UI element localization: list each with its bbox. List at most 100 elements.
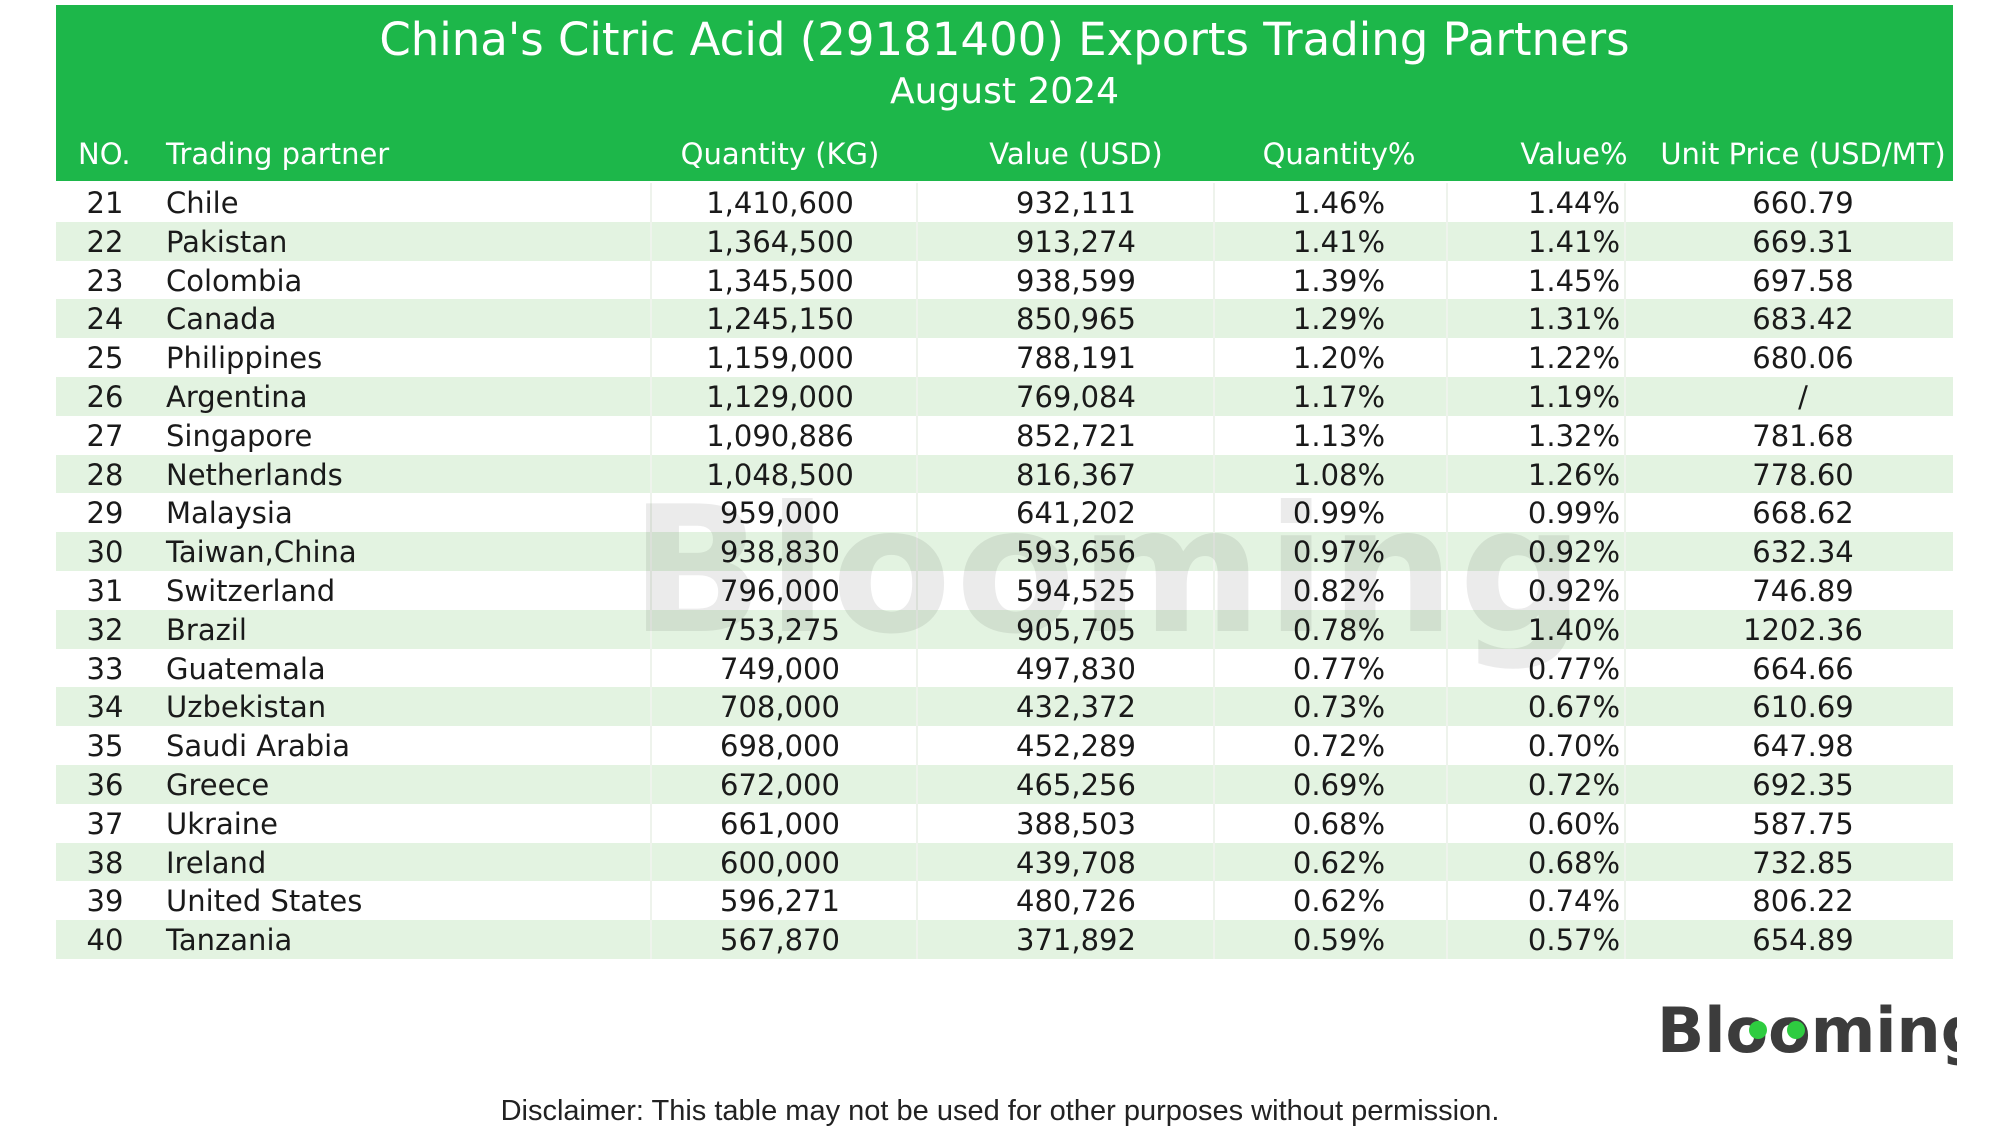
- column-divider: [650, 609, 652, 649]
- column-divider: [1213, 764, 1215, 804]
- cell-quantity: 1,048,500: [706, 457, 854, 492]
- cell-quantity: 1,245,150: [706, 302, 854, 337]
- column-divider: [650, 920, 652, 959]
- table-row: 29 Malaysia 959,000 641,202 0.99% 0.99% 668.62: [56, 493, 1953, 533]
- logo-dot-icon: [1749, 1021, 1767, 1039]
- column-divider: [1446, 570, 1448, 610]
- cell-value: 465,256: [1016, 767, 1136, 802]
- column-divider: [1624, 376, 1626, 416]
- table-row: 24 Canada 1,245,150 850,965 1.29% 1.31% 683.42: [56, 299, 1953, 339]
- cell-no: 35: [86, 729, 124, 764]
- column-header-partner: Trading partner: [166, 137, 390, 171]
- cell-quantity: 1,345,500: [706, 263, 854, 298]
- column-divider: [1213, 376, 1215, 416]
- table-row: 40 Tanzania 567,870 371,892 0.59% 0.57% 654.89: [56, 920, 1953, 959]
- cell-value: 432,372: [1016, 690, 1136, 725]
- column-divider: [1624, 570, 1626, 610]
- cell-no: 30: [86, 535, 124, 570]
- cell-partner: Greece: [166, 767, 270, 802]
- column-header-quantity: Quantity (KG): [680, 137, 880, 171]
- column-divider: [1446, 532, 1448, 571]
- cell-quantity: 1,129,000: [706, 379, 854, 414]
- cell-unit-price: 806.22: [1752, 884, 1854, 919]
- cell-partner: Chile: [166, 186, 239, 220]
- table-row: 30 Taiwan,China 938,830 593,656 0.97% 0.92% 63…: [56, 532, 1953, 571]
- column-divider: [916, 376, 918, 416]
- cell-partner: Uzbekistan: [166, 690, 327, 725]
- cell-partner: Brazil: [166, 612, 247, 647]
- cell-value: 641,202: [1016, 496, 1136, 531]
- cell-partner: Canada: [166, 302, 277, 337]
- table-row: 27 Singapore 1,090,886 852,721 1.13% 1.32% 781…: [56, 415, 1953, 455]
- brand-logo: Blooming: [1657, 990, 1985, 1085]
- cell-unit-price: 778.60: [1752, 457, 1854, 492]
- column-divider: [916, 687, 918, 727]
- table-row: 34 Uzbekistan 708,000 432,372 0.73% 0.67% 610.…: [56, 687, 1953, 727]
- cell-quantity: 698,000: [720, 729, 840, 764]
- column-divider: [650, 842, 652, 882]
- cell-no: 39: [86, 884, 124, 919]
- column-divider: [1213, 648, 1215, 688]
- cell-quantity: 661,000: [720, 806, 840, 841]
- column-divider: [1213, 726, 1215, 765]
- column-divider: [1213, 260, 1215, 300]
- cell-quantity-pct: 1.41%: [1292, 224, 1386, 259]
- cell-value-pct: 0.92%: [1527, 535, 1621, 570]
- column-divider: [1624, 183, 1626, 222]
- table-row: 35 Saudi Arabia 698,000 452,289 0.72% 0.70% 64…: [56, 726, 1953, 765]
- cell-no: 25: [86, 341, 124, 376]
- cell-unit-price: 683.42: [1752, 302, 1854, 337]
- cell-quantity-pct: 0.72%: [1292, 729, 1386, 764]
- table-row: 22 Pakistan 1,364,500 913,274 1.41% 1.41% 669.…: [56, 221, 1953, 261]
- cell-quantity: 796,000: [720, 573, 840, 608]
- column-divider: [1624, 803, 1626, 843]
- cell-unit-price: 781.68: [1752, 418, 1854, 453]
- cell-partner: Philippines: [166, 341, 323, 376]
- column-divider: [916, 299, 918, 339]
- column-header-value-pct: Value%: [1520, 137, 1628, 171]
- column-divider: [1213, 842, 1215, 882]
- column-divider: [916, 609, 918, 649]
- table-row: 21 Chile 1,410,600 932,111 1.46% 1.44% 660.79: [56, 183, 1953, 222]
- column-divider: [916, 221, 918, 261]
- cell-quantity-pct: 1.13%: [1292, 418, 1386, 453]
- table-row: 32 Brazil 753,275 905,705 0.78% 1.40% 1202.36: [56, 609, 1953, 649]
- cell-value-pct: 0.72%: [1527, 767, 1621, 802]
- column-divider: [650, 648, 652, 688]
- column-divider: [1624, 609, 1626, 649]
- cell-quantity-pct: 0.68%: [1292, 806, 1386, 841]
- column-divider: [1213, 803, 1215, 843]
- cell-quantity: 753,275: [720, 612, 840, 647]
- cell-quantity: 938,830: [720, 535, 840, 570]
- cell-no: 23: [86, 263, 124, 298]
- column-divider: [1446, 493, 1448, 533]
- column-divider: [1446, 260, 1448, 300]
- cell-unit-price: 654.89: [1752, 923, 1854, 958]
- column-divider: [1624, 920, 1626, 959]
- column-divider: [650, 532, 652, 571]
- column-divider: [1213, 454, 1215, 494]
- column-divider: [916, 260, 918, 300]
- column-divider: [916, 803, 918, 843]
- table-row: 36 Greece 672,000 465,256 0.69% 0.72% 692.35: [56, 764, 1953, 804]
- column-divider: [916, 183, 918, 222]
- column-divider: [1624, 687, 1626, 727]
- cell-quantity-pct: 1.39%: [1292, 263, 1386, 298]
- cell-quantity-pct: 0.77%: [1292, 651, 1386, 686]
- cell-value-pct: 1.32%: [1527, 418, 1621, 453]
- cell-value: 452,289: [1016, 729, 1136, 764]
- cell-value: 497,830: [1016, 651, 1136, 686]
- column-divider: [916, 493, 918, 533]
- column-divider: [1213, 687, 1215, 727]
- cell-value-pct: 0.57%: [1527, 923, 1621, 958]
- cell-value-pct: 1.41%: [1527, 224, 1621, 259]
- cell-value: 439,708: [1016, 845, 1136, 880]
- column-divider: [650, 454, 652, 494]
- cell-partner: Ireland: [166, 845, 267, 880]
- cell-quantity-pct: 0.78%: [1292, 612, 1386, 647]
- cell-quantity-pct: 0.82%: [1292, 573, 1386, 608]
- cell-value-pct: 1.26%: [1527, 457, 1621, 492]
- cell-quantity: 1,364,500: [706, 224, 854, 259]
- cell-value-pct: 0.60%: [1527, 806, 1621, 841]
- cell-no: 36: [86, 767, 124, 802]
